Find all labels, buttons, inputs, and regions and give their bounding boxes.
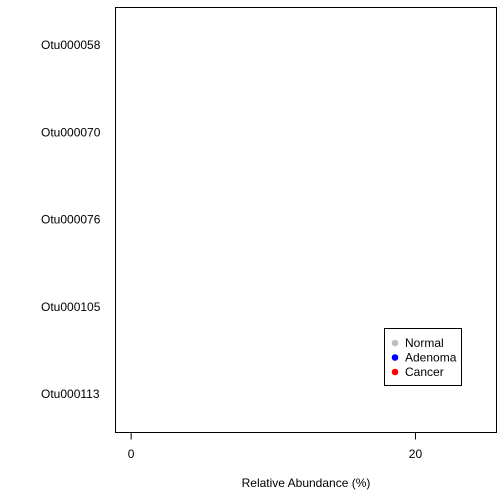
y-tick-label: Otu000105 xyxy=(41,300,101,314)
legend-label: Normal xyxy=(405,336,444,350)
y-tick-label: Otu000076 xyxy=(41,213,101,227)
y-tick-label: Otu000058 xyxy=(41,38,101,52)
legend-marker xyxy=(391,368,399,376)
x-axis: 0 20 xyxy=(128,432,497,461)
x-tick-label: 0 xyxy=(128,447,135,461)
y-axis-labels: Otu000058 Otu000070 Otu000076 Otu000105 Otu0… xyxy=(41,38,101,401)
legend-label: Adenoma xyxy=(405,351,457,365)
y-tick-label: Otu000070 xyxy=(41,125,101,139)
x-axis-label: Relative Abundance (%) xyxy=(242,476,371,490)
x-tick-label: 20 xyxy=(409,447,423,461)
y-tick-label: Otu000113 xyxy=(41,387,100,401)
legend-marker xyxy=(391,339,399,347)
legend-marker xyxy=(391,354,399,361)
legend-label: Cancer xyxy=(405,365,444,379)
